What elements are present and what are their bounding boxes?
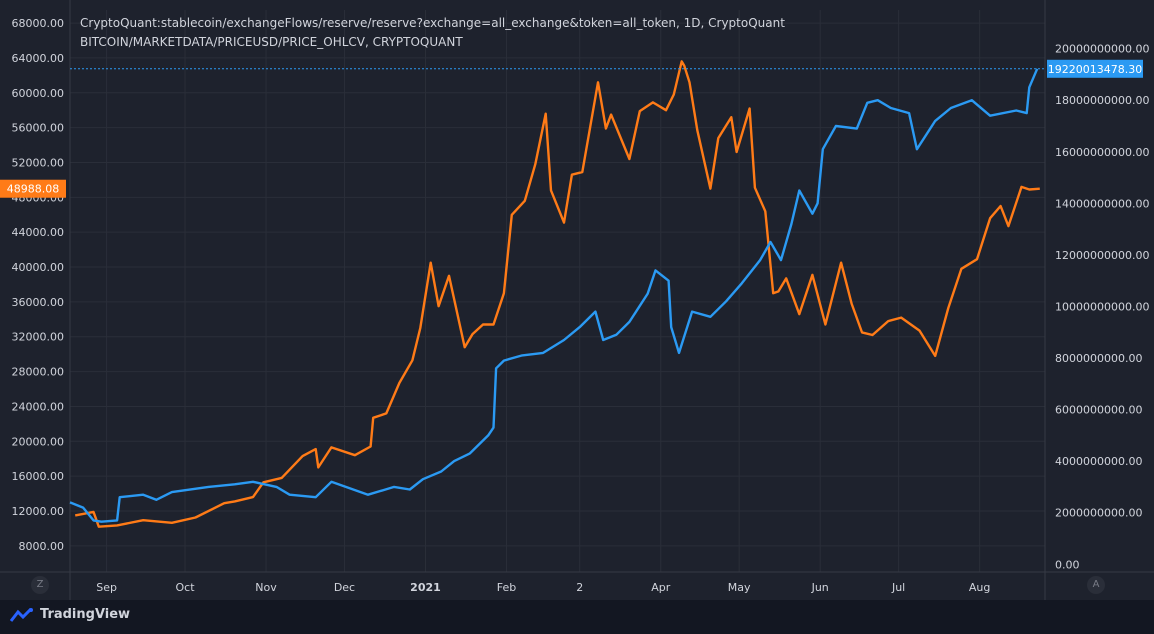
right-tick-label: 20000000000.00: [1055, 43, 1149, 56]
left-tick-label: 12000.00: [12, 505, 65, 518]
right-tick-label: 8000000000.00: [1055, 352, 1142, 365]
right-tick-label: 4000000000.00: [1055, 455, 1142, 468]
x-tick-label: Feb: [497, 581, 516, 594]
x-tick-label: Dec: [334, 581, 355, 594]
left-tick-label: 56000.00: [12, 122, 65, 135]
right-tick-label: 16000000000.00: [1055, 146, 1149, 159]
right-tick-label: 2000000000.00: [1055, 507, 1142, 520]
left-tick-label: 52000.00: [12, 156, 65, 169]
left-tick-label: 8000.00: [19, 540, 65, 553]
right-tick-label: 14000000000.00: [1055, 197, 1149, 210]
x-tick-label: Jul: [891, 581, 905, 594]
btc-price-line: [74, 60, 1040, 528]
grid-lines: [70, 10, 1045, 572]
tradingview-logo-icon: [10, 607, 33, 622]
x-tick-label: Sep: [96, 581, 117, 594]
right-tick-label: 18000000000.00: [1055, 94, 1149, 107]
left-tick-label: 24000.00: [12, 400, 65, 413]
legend-btc-series[interactable]: BITCOIN/MARKETDATA/PRICEUSD/PRICE_OHLCV,…: [80, 35, 463, 49]
left-tick-label: 32000.00: [12, 331, 65, 344]
right-tick-label: 10000000000.00: [1055, 300, 1149, 313]
x-tick-label: Nov: [255, 581, 277, 594]
brand-name: TradingView: [40, 607, 131, 622]
x-tick-label: 2: [576, 581, 583, 594]
axis-labels: Sep Oct Nov Dec 2021 Feb 2 Apr May Jun Jul Aug 8000.…: [0, 17, 1149, 594]
x-tick-label: 2021: [410, 581, 441, 594]
right-tick-label: 6000000000.00: [1055, 404, 1142, 417]
legend-reserve-series[interactable]: CryptoQuant:stablecoin/exchangeFlows/res…: [80, 16, 785, 30]
left-tick-label: 44000.00: [12, 226, 65, 239]
x-tick-label: Oct: [175, 581, 195, 594]
footer-bar: TradingView: [0, 600, 1154, 634]
stablecoin-reserve-line: [69, 68, 1039, 523]
chart-legend: CryptoQuant:stablecoin/exchangeFlows/res…: [80, 14, 785, 52]
btc-last-value-label: 48988.08: [7, 183, 60, 196]
chart-canvas[interactable]: Sep Oct Nov Dec 2021 Feb 2 Apr May Jun Jul Aug 8000.…: [0, 0, 1154, 600]
left-tick-label: 36000.00: [12, 296, 65, 309]
left-tick-label: 64000.00: [12, 52, 65, 65]
right-tick-label: 12000000000.00: [1055, 249, 1149, 262]
btc-last-value-box: [0, 179, 66, 198]
reserve-last-value-box: [1047, 59, 1143, 78]
left-tick-label: 40000.00: [12, 261, 65, 274]
x-tick-label: Apr: [651, 581, 671, 594]
right-tick-label: 0.00: [1055, 558, 1080, 571]
reserve-last-value-label: 19220013478.30: [1048, 63, 1142, 76]
x-tick-label: Jun: [811, 581, 829, 594]
left-scale-button[interactable]: Z: [31, 576, 49, 594]
x-tick-label: May: [728, 581, 751, 594]
left-tick-label: 20000.00: [12, 435, 65, 448]
left-tick-label: 60000.00: [12, 87, 65, 100]
left-tick-label: 68000.00: [12, 17, 65, 30]
x-tick-label: Aug: [969, 581, 990, 594]
left-tick-label: 16000.00: [12, 470, 65, 483]
auto-scale-button[interactable]: A: [1087, 576, 1105, 594]
series-group: [69, 60, 1040, 528]
tradingview-branding[interactable]: TradingView: [10, 607, 130, 622]
left-tick-label: 28000.00: [12, 366, 65, 379]
axes: [0, 0, 1154, 600]
